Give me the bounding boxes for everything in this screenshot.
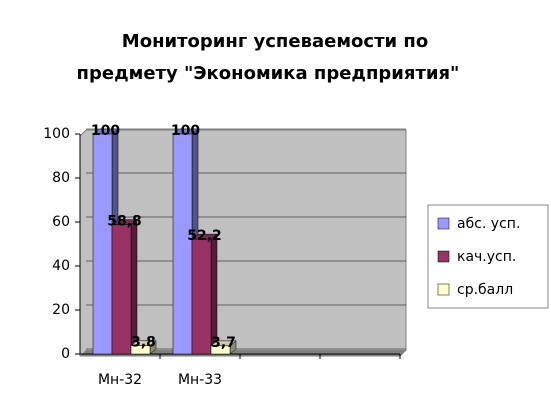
y-tick-label: 0 (61, 346, 70, 362)
bar (130, 345, 151, 355)
x-tick-label: Мн-32 (98, 372, 142, 388)
chart-title: предмету "Экономика предприятия" (77, 63, 460, 84)
legend-label: ср.балл (457, 282, 513, 298)
x-tick-label: Мн-33 (178, 372, 222, 388)
y-tick-label: 80 (52, 170, 70, 186)
bar (111, 224, 132, 355)
legend-swatch (437, 250, 450, 263)
legend-swatch (437, 217, 450, 230)
value-label: 100 (91, 123, 120, 139)
value-label: 58,8 (107, 214, 142, 230)
y-tick-label: 40 (52, 258, 70, 274)
value-label: 100 (171, 123, 200, 139)
bar (191, 238, 212, 355)
chart-title: Мониторинг успеваемости по (122, 31, 428, 52)
y-tick-label: 100 (43, 126, 70, 142)
y-tick-label: 20 (52, 302, 70, 318)
bar (92, 133, 113, 355)
value-label: 3,8 (131, 335, 156, 351)
y-tick-label: 60 (52, 214, 70, 230)
legend-swatch (437, 283, 450, 296)
value-label: 3,7 (211, 335, 236, 351)
value-label: 52,2 (187, 228, 222, 244)
bar (210, 345, 231, 355)
legend-label: абс. усп. (457, 216, 520, 232)
legend-label: кач.усп. (457, 249, 516, 265)
